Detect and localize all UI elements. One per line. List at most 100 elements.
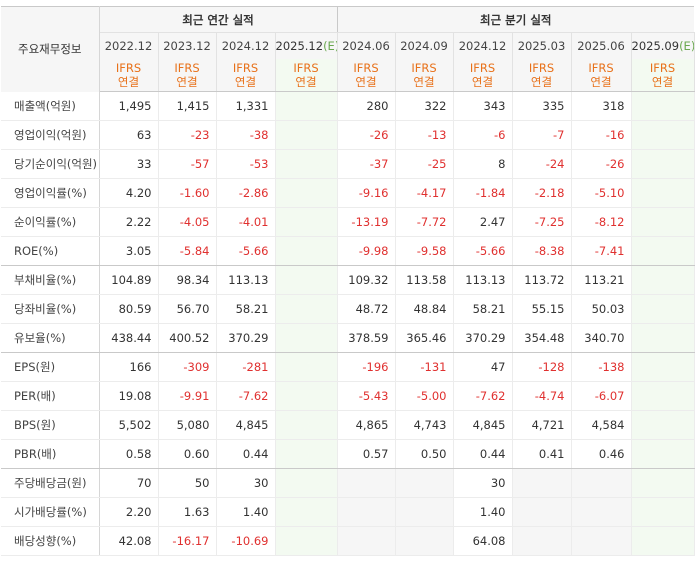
table-row: 순이익률(%) 2.22 -4.05 -4.01 -13.19 -7.72 2.47 -7.2… xyxy=(1,207,695,237)
value-cell: -53 xyxy=(216,149,276,179)
ifrs-text: IFRS xyxy=(469,61,496,75)
value-cell: 58.21 xyxy=(216,294,276,324)
row-label: 매출액(억원) xyxy=(1,91,100,121)
value-cell: 56.70 xyxy=(158,294,217,324)
value-cell: 4.20 xyxy=(99,178,159,208)
consolidated-text: 연결 xyxy=(295,75,317,89)
value-cell xyxy=(631,265,695,295)
value-cell xyxy=(275,294,338,324)
value-cell xyxy=(275,236,338,266)
value-cell: 113.72 xyxy=(512,265,572,295)
value-cell: 370.29 xyxy=(216,323,276,353)
consolidated-text: 연결 xyxy=(530,75,553,89)
value-cell: 0.46 xyxy=(571,439,632,469)
value-cell: 1,495 xyxy=(99,91,159,121)
table-row: PER(배) 19.08 -9.91 -7.62 -5.43 -5.00 -7.62 -4.7… xyxy=(1,381,695,411)
period-header: 2024.12 xyxy=(216,32,276,59)
table-row: 배당성향(%) 42.08 -16.17 -10.69 64.08 xyxy=(1,526,695,556)
value-cell xyxy=(275,207,338,237)
annual-title: 최근 연간 실적 xyxy=(99,6,337,33)
ifrs-consolidated-label: IFRS 연결 xyxy=(275,59,338,92)
table-row: 매출액(억원) 1,495 1,415 1,331 280 322 343 335 318 xyxy=(1,91,695,121)
value-cell: 47 xyxy=(453,352,513,382)
value-cell: -9.91 xyxy=(158,381,217,411)
value-cell: 400.52 xyxy=(158,323,217,353)
period-header-estimate: 2025.12(E) xyxy=(275,32,338,59)
value-cell: 70 xyxy=(99,468,159,498)
ifrs-consolidated-label: IFRS 연결 xyxy=(453,59,513,92)
value-cell: -38 xyxy=(216,120,276,150)
value-cell xyxy=(395,526,454,556)
table-row: 영업이익률(%) 4.20 -1.60 -2.86 -9.16 -4.17 -1.84 -2.… xyxy=(1,178,695,208)
value-cell xyxy=(275,149,338,179)
value-cell: -4.01 xyxy=(216,207,276,237)
row-label: 당기순이익(억원) xyxy=(1,149,100,179)
value-cell: 0.50 xyxy=(395,439,454,469)
value-cell: -6.07 xyxy=(571,381,632,411)
value-cell xyxy=(395,497,454,527)
value-cell xyxy=(631,468,695,498)
value-cell: -128 xyxy=(512,352,572,382)
value-cell: 0.57 xyxy=(336,439,396,469)
value-cell: -9.58 xyxy=(395,236,454,266)
value-cell: 104.89 xyxy=(99,265,159,295)
value-cell: -4.17 xyxy=(395,178,454,208)
value-cell xyxy=(275,381,338,411)
side-header: 주요재무정보 xyxy=(1,6,100,92)
value-cell: -23 xyxy=(158,120,217,150)
table-row: EPS(원) 166 -309 -281 -196 -131 47 -128 -138 xyxy=(1,352,695,382)
value-cell: -2.86 xyxy=(216,178,276,208)
consolidated-text: 연결 xyxy=(651,75,674,89)
value-cell: -5.84 xyxy=(158,236,217,266)
value-cell: -26 xyxy=(336,120,396,150)
value-cell: 55.15 xyxy=(512,294,572,324)
value-cell xyxy=(336,497,396,527)
value-cell xyxy=(336,468,396,498)
ifrs-text: IFRS xyxy=(649,61,676,75)
value-cell: 166 xyxy=(99,352,159,382)
value-cell: -5.66 xyxy=(216,236,276,266)
value-cell xyxy=(275,410,338,440)
table-row: ROE(%) 3.05 -5.84 -5.66 -9.98 -9.58 -5.66 -8.38… xyxy=(1,236,695,266)
period-header: 2024.06 xyxy=(336,32,396,59)
value-cell: 109.32 xyxy=(336,265,396,295)
value-cell: -25 xyxy=(395,149,454,179)
row-label: ROE(%) xyxy=(1,236,100,266)
value-cell xyxy=(631,236,695,266)
table-row: BPS(원) 5,502 5,080 4,845 4,865 4,743 4,845 4,72… xyxy=(1,410,695,440)
value-cell: 42.08 xyxy=(99,526,159,556)
row-label: BPS(원) xyxy=(1,410,100,440)
value-cell: -309 xyxy=(158,352,217,382)
value-cell: -7.25 xyxy=(512,207,572,237)
value-cell: -37 xyxy=(336,149,396,179)
value-cell xyxy=(631,178,695,208)
value-cell: -7 xyxy=(512,120,572,150)
row-label: 영업이익(억원) xyxy=(1,120,100,150)
value-cell: -8.38 xyxy=(512,236,572,266)
value-cell: -7.62 xyxy=(216,381,276,411)
ifrs-consolidated-label: IFRS 연결 xyxy=(395,59,454,92)
value-cell xyxy=(571,526,632,556)
ifrs-consolidated-label: IFRS 연결 xyxy=(158,59,217,92)
value-cell: 370.29 xyxy=(453,323,513,353)
value-cell: 4,845 xyxy=(216,410,276,440)
consolidated-text: 연결 xyxy=(413,75,435,89)
value-cell: 365.46 xyxy=(395,323,454,353)
row-label: 배당성향(%) xyxy=(1,526,100,556)
ifrs-text: IFRS xyxy=(588,61,614,75)
period-header-estimate: 2025.09(E) xyxy=(631,32,695,59)
value-cell: 0.44 xyxy=(453,439,513,469)
value-cell: 30 xyxy=(453,468,513,498)
row-label: 주당배당금(원) xyxy=(1,468,100,498)
value-cell: 1.40 xyxy=(453,497,513,527)
value-cell xyxy=(512,497,572,527)
value-cell xyxy=(275,91,338,121)
value-cell xyxy=(275,352,338,382)
ifrs-consolidated-label: IFRS 연결 xyxy=(631,59,695,92)
value-cell: -16 xyxy=(571,120,632,150)
table-row: 주당배당금(원) 70 50 30 30 xyxy=(1,468,695,498)
value-cell: 58.21 xyxy=(453,294,513,324)
value-cell: -138 xyxy=(571,352,632,382)
value-cell: -13 xyxy=(395,120,454,150)
value-cell xyxy=(512,526,572,556)
